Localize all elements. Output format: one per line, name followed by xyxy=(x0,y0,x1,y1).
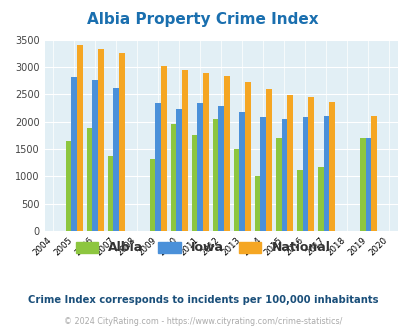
Bar xyxy=(202,73,208,231)
Bar xyxy=(181,70,187,231)
Bar xyxy=(281,119,286,231)
Bar xyxy=(302,117,307,231)
Bar xyxy=(317,167,323,231)
Bar xyxy=(233,149,239,231)
Bar xyxy=(170,124,176,231)
Bar xyxy=(260,117,266,231)
Legend: Albia, Iowa, National: Albia, Iowa, National xyxy=(70,236,335,259)
Bar xyxy=(245,82,250,231)
Bar xyxy=(365,138,370,231)
Text: © 2024 CityRating.com - https://www.cityrating.com/crime-statistics/: © 2024 CityRating.com - https://www.city… xyxy=(64,317,341,326)
Bar xyxy=(218,106,224,231)
Bar xyxy=(149,159,155,231)
Bar xyxy=(239,112,245,231)
Bar xyxy=(328,102,334,231)
Text: Crime Index corresponds to incidents per 100,000 inhabitants: Crime Index corresponds to incidents per… xyxy=(28,295,377,305)
Bar xyxy=(113,88,119,231)
Bar xyxy=(307,97,313,231)
Bar xyxy=(212,119,218,231)
Bar xyxy=(254,176,260,231)
Bar xyxy=(286,95,292,231)
Bar xyxy=(66,141,71,231)
Bar xyxy=(119,53,124,231)
Bar xyxy=(77,45,82,231)
Bar xyxy=(71,77,77,231)
Bar xyxy=(92,80,98,231)
Bar xyxy=(107,156,113,231)
Bar xyxy=(359,138,365,231)
Bar xyxy=(98,50,103,231)
Bar xyxy=(86,128,92,231)
Bar xyxy=(161,66,166,231)
Bar xyxy=(266,89,271,231)
Text: Albia Property Crime Index: Albia Property Crime Index xyxy=(87,12,318,26)
Bar xyxy=(197,103,202,231)
Bar xyxy=(176,109,181,231)
Bar xyxy=(370,116,376,231)
Bar xyxy=(155,103,161,231)
Bar xyxy=(224,76,229,231)
Bar xyxy=(191,135,197,231)
Bar xyxy=(323,115,328,231)
Bar xyxy=(296,170,302,231)
Bar xyxy=(275,138,281,231)
